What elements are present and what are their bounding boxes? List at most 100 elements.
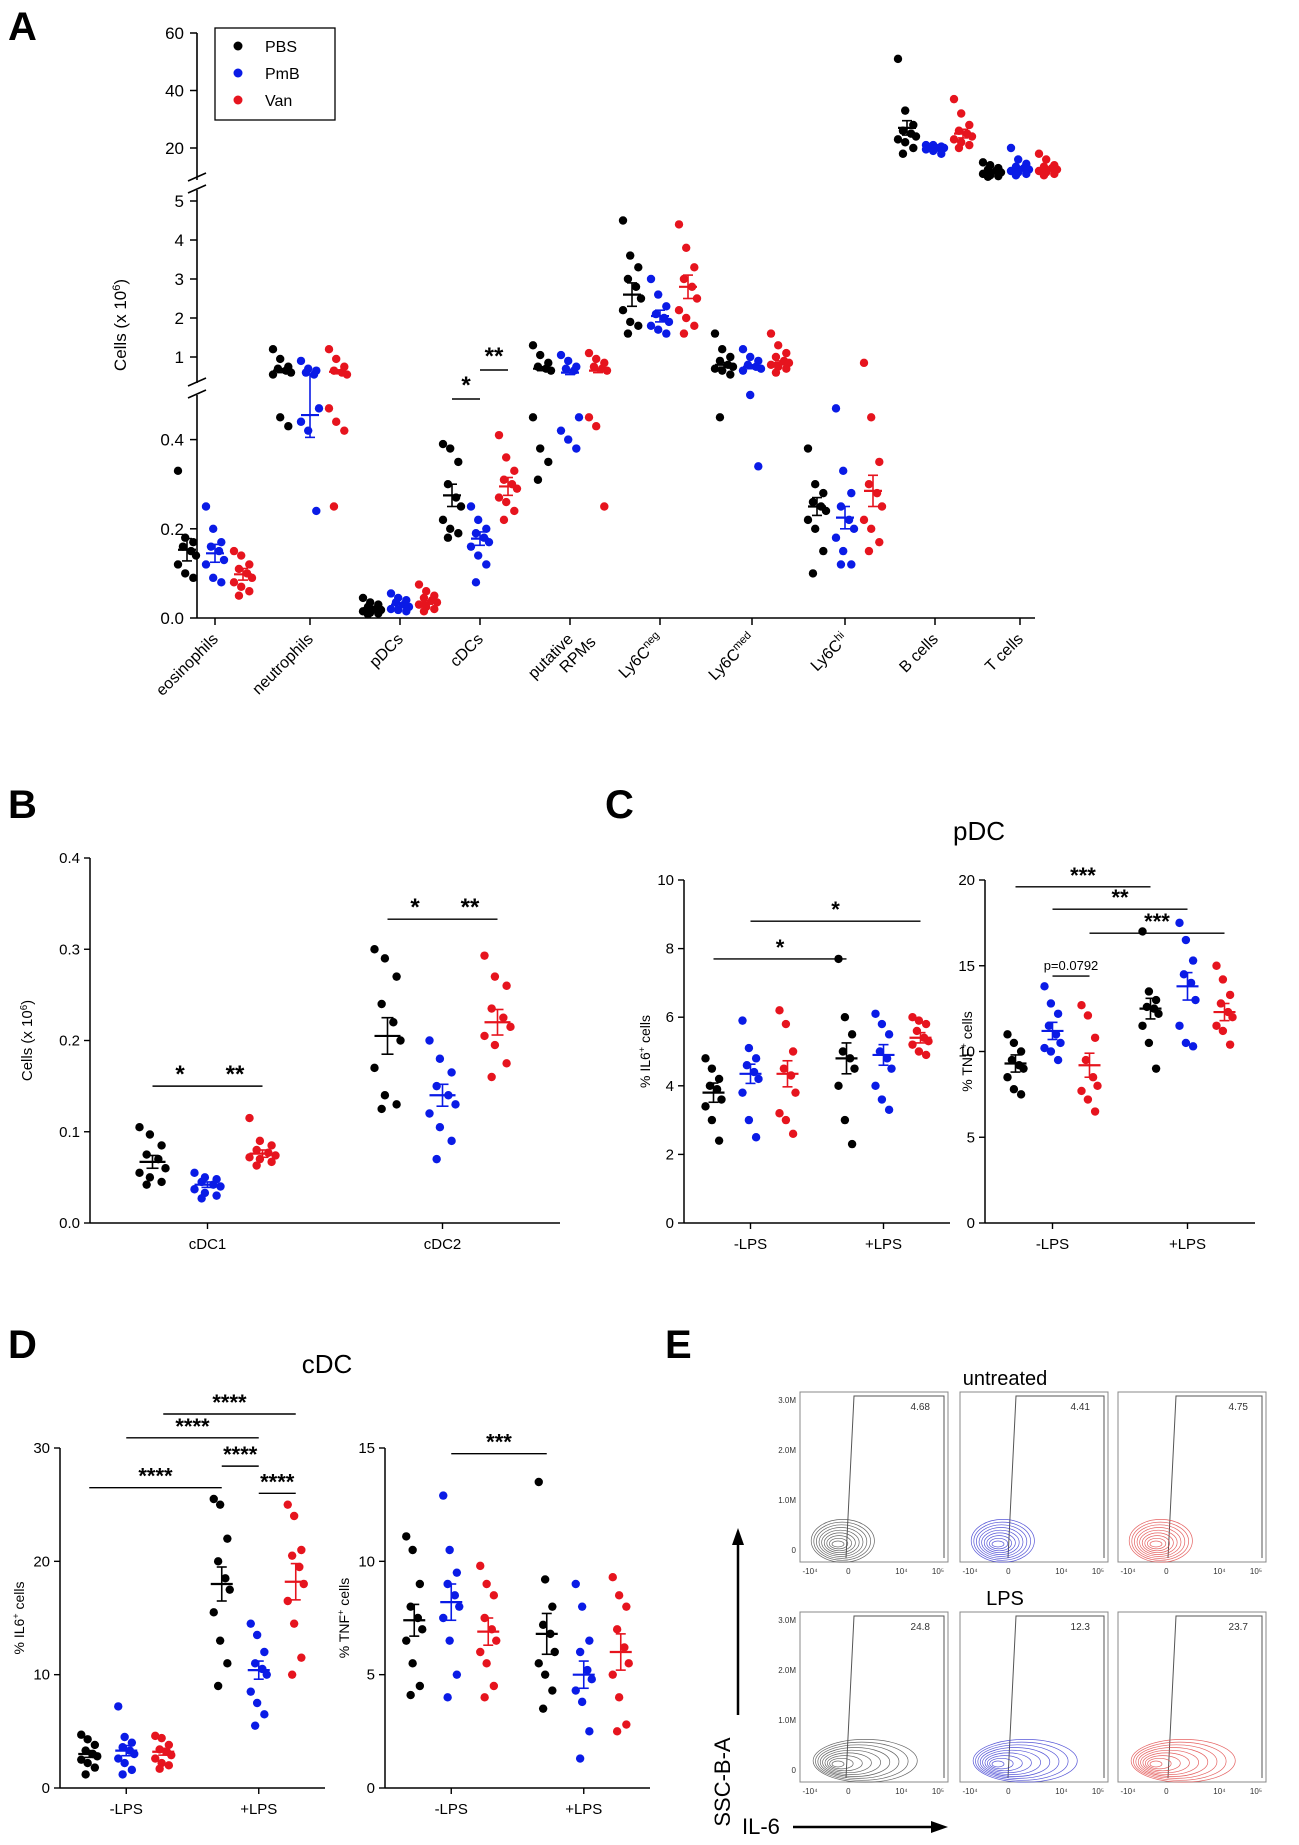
data-point xyxy=(260,1647,269,1657)
flow-x-tick-label: 0 xyxy=(1006,1787,1011,1796)
y-tick-label: 4 xyxy=(175,231,184,250)
contour-line xyxy=(991,1760,1005,1768)
data-point xyxy=(209,1494,218,1504)
data-point xyxy=(297,1653,306,1662)
significance-label: ** xyxy=(226,1061,245,1088)
data-point xyxy=(189,573,198,583)
data-point xyxy=(839,466,848,476)
data-point xyxy=(575,1647,585,1657)
data-point xyxy=(439,1613,448,1623)
data-point xyxy=(482,1659,491,1668)
x-tick-label: -LPS xyxy=(734,1236,767,1253)
data-point xyxy=(245,587,254,596)
contour-line xyxy=(1149,1760,1163,1768)
data-point xyxy=(714,1074,724,1084)
data-point xyxy=(502,981,511,990)
data-point xyxy=(819,546,828,556)
panel-title: pDC xyxy=(953,816,1005,846)
data-point xyxy=(142,1150,151,1159)
data-point xyxy=(447,1136,456,1146)
data-point xyxy=(380,1091,390,1100)
data-point xyxy=(406,1690,415,1700)
significance-label: ** xyxy=(1111,885,1129,910)
flow-plot: 3.0M 2.0M 1.0M 0 -10⁴ 0 10⁴ 10⁵ 24.8 xyxy=(778,1611,949,1796)
flow-y-axis-label: SSC-B-A xyxy=(710,1737,735,1827)
data-point xyxy=(1007,1055,1017,1065)
data-point xyxy=(422,587,431,596)
series-ly6cneg-pmb xyxy=(646,274,674,338)
data-point xyxy=(584,348,594,358)
data-point xyxy=(247,573,257,583)
data-point xyxy=(726,370,735,379)
data-point xyxy=(965,120,974,130)
flow-plot-frame xyxy=(1117,1611,1267,1783)
data-point xyxy=(864,480,874,489)
series-putative-rpms-pmb xyxy=(556,350,584,453)
data-point xyxy=(1093,1081,1102,1091)
data-point xyxy=(811,524,820,533)
data-point xyxy=(983,172,993,181)
x-tick-label: +LPS xyxy=(565,1801,602,1818)
data-point xyxy=(528,413,538,422)
data-point xyxy=(402,1636,411,1645)
data-point xyxy=(276,354,285,364)
data-point xyxy=(847,488,856,498)
data-point xyxy=(574,413,584,422)
contour-line xyxy=(981,1529,1020,1555)
data-point xyxy=(774,341,783,350)
series-lps-van xyxy=(283,1500,308,1679)
data-point xyxy=(838,1047,848,1056)
x-tick-label: +LPS xyxy=(240,1801,277,1818)
flow-plot: -10⁴ 0 10⁴ 10⁵ 12.3 xyxy=(959,1611,1109,1796)
data-point xyxy=(840,1013,850,1022)
data-point xyxy=(679,329,689,338)
series-ly6chi-pbs xyxy=(803,444,831,578)
flow-x-tick-label: -10⁴ xyxy=(963,1567,979,1576)
contour-line xyxy=(970,1519,1035,1563)
data-point xyxy=(808,497,818,507)
data-point xyxy=(556,426,566,435)
y-tick-label: 0 xyxy=(367,1780,375,1797)
data-point xyxy=(432,1081,441,1091)
y-tick-label: 8 xyxy=(666,941,674,958)
y-tick-label: 3 xyxy=(175,270,184,289)
contour-line xyxy=(818,1527,864,1557)
series-cdc2-pbs xyxy=(370,945,405,1114)
data-point xyxy=(506,1022,515,1032)
data-point xyxy=(289,1511,299,1521)
series-cdc1-pbs xyxy=(135,1122,170,1189)
data-point xyxy=(1022,169,1031,179)
series-ly6chi-pmb xyxy=(831,404,859,569)
data-point xyxy=(234,591,244,600)
data-point xyxy=(965,140,974,150)
series-pdcs-pbs xyxy=(358,593,386,619)
data-point xyxy=(474,551,483,560)
data-point xyxy=(921,1019,931,1029)
data-point xyxy=(634,263,643,272)
data-point xyxy=(474,515,483,525)
data-point xyxy=(707,1064,717,1073)
contour-center xyxy=(996,1762,1000,1766)
data-point xyxy=(392,972,401,981)
axis-break xyxy=(187,377,207,387)
data-point xyxy=(225,1585,234,1594)
data-point xyxy=(839,546,848,556)
significance-label: **** xyxy=(138,1464,173,1489)
data-point xyxy=(871,1009,880,1018)
data-point xyxy=(250,1721,260,1730)
data-point xyxy=(1034,149,1044,158)
data-point xyxy=(626,251,635,260)
series-lps-pbs xyxy=(834,954,859,1149)
series-ly6cmed-van xyxy=(766,329,794,377)
series-cdc2-van xyxy=(480,951,515,1082)
data-point xyxy=(751,1054,761,1063)
y-axis-arrow-head xyxy=(732,1528,744,1545)
data-point xyxy=(197,1194,206,1203)
data-point xyxy=(445,1545,454,1555)
significance-label: * xyxy=(461,372,471,399)
data-point xyxy=(1151,995,1161,1005)
data-point xyxy=(502,1059,511,1068)
data-point xyxy=(571,1686,580,1695)
